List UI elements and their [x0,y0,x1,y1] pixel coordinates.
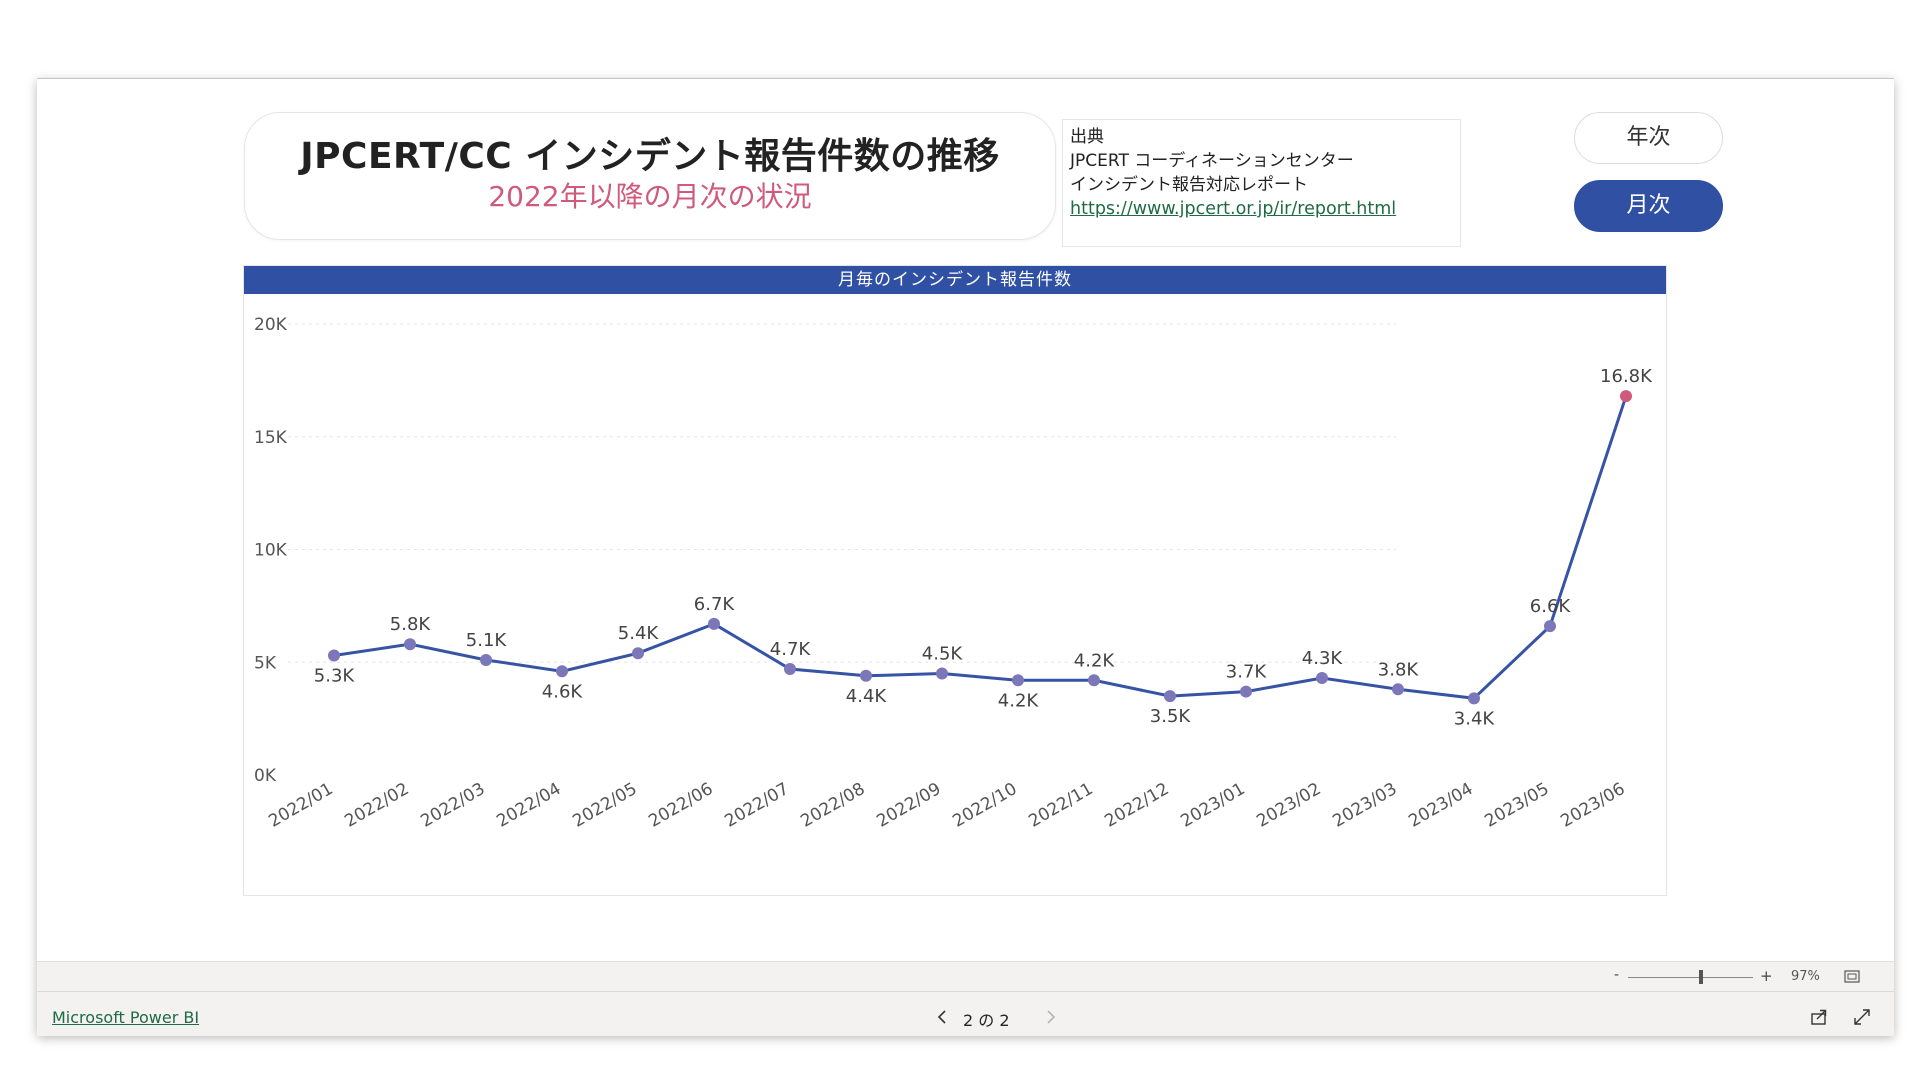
data-point [480,653,492,666]
y-tick-label: 15K [254,428,288,448]
x-tick-label: 2022/11 [1025,779,1096,832]
data-label: 4.3K [1302,648,1344,669]
data-label: 3.8K [1378,659,1420,680]
expand-icon[interactable] [1852,1007,1872,1027]
source-url-link[interactable]: https://www.jpcert.or.jp/ir/report.html [1070,199,1397,219]
data-label: 3.5K [1150,706,1192,727]
data-label: 5.3K [314,665,356,686]
data-point [404,638,416,651]
data-label: 4.4K [846,686,888,707]
data-point [860,669,872,682]
y-tick-label: 5K [254,653,277,673]
zoom-slider-track[interactable] [1628,977,1753,978]
data-label: 6.6K [1530,596,1572,617]
x-tick-label: 2023/04 [1405,779,1476,832]
x-tick-label: 2023/02 [1253,779,1324,832]
x-tick-label: 2022/09 [873,779,944,832]
zoom-slider-thumb[interactable] [1699,970,1703,984]
data-point [1012,674,1024,687]
data-point [1392,683,1404,696]
data-label: 6.7K [694,594,736,615]
data-label: 4.5K [922,644,964,665]
monthly-toggle-button[interactable]: 月次 [1574,180,1723,232]
bottom-bar: - + 97% Microsoft Power BI 2 の 2 [37,961,1894,1036]
x-tick-label: 2022/03 [417,779,488,832]
powerbi-link[interactable]: Microsoft Power BI [52,1008,200,1027]
data-label: 4.2K [1074,650,1116,671]
x-tick-label: 2022/05 [569,779,640,832]
data-point [1240,685,1252,698]
data-label: 5.4K [618,623,660,644]
chevron-left-icon[interactable] [932,1007,952,1027]
data-point [784,663,796,676]
data-label: 16.8K [1600,366,1653,387]
report-title: JPCERT/CC インシデント報告件数の推移 [300,136,1000,177]
data-label: 3.4K [1454,708,1496,729]
zoom-row: - + 97% [37,962,1894,992]
data-label: 3.7K [1226,662,1268,683]
x-tick-label: 2022/06 [645,779,716,832]
zoom-level: 97% [1791,969,1820,984]
data-point [632,647,644,660]
x-tick-label: 2022/08 [797,779,868,832]
x-tick-label: 2022/04 [493,779,564,832]
chevron-right-icon[interactable] [1041,1007,1061,1027]
data-label: 4.7K [770,639,812,660]
x-tick-label: 2023/01 [1177,779,1248,832]
data-point [556,665,568,678]
data-point [1316,672,1328,685]
report-frame: JPCERT/CC インシデント報告件数の推移 2022年以降の月次の状況 出典… [37,78,1894,1036]
data-label: 5.8K [390,614,432,635]
x-tick-label: 2022/02 [341,779,412,832]
source-org: JPCERT コーディネーションセンター [1070,151,1354,171]
data-point [1468,692,1480,705]
x-tick-label: 2022/10 [949,779,1020,832]
source-label: 出典 [1070,127,1104,147]
series-line [333,395,1628,700]
data-point [1544,620,1556,633]
share-icon[interactable] [1809,1007,1829,1027]
data-point [1088,674,1100,687]
data-label: 5.1K [466,630,508,651]
report-canvas: JPCERT/CC インシデント報告件数の推移 2022年以降の月次の状況 出典… [37,79,1894,961]
data-point [708,617,720,630]
x-tick-label: 2023/05 [1481,779,1552,832]
page-indicator: 2 の 2 [963,1011,1010,1030]
data-label: 4.6K [542,681,584,702]
source-card: 出典 JPCERT コーディネーションセンター インシデント報告対応レポート h… [1062,119,1461,247]
zoom-out-button[interactable]: - [1614,967,1620,983]
report-subtitle: 2022年以降の月次の状況 [488,180,812,213]
x-tick-label: 2023/03 [1329,779,1400,832]
highlight-point [1620,390,1632,403]
source-report: インシデント報告対応レポート [1070,175,1308,195]
bottom-divider [37,991,1894,992]
fit-to-page-icon[interactable] [1844,970,1860,984]
data-point [328,649,340,662]
y-tick-label: 0K [254,766,277,786]
y-tick-label: 10K [254,541,288,561]
chart-panel: 0K 5K 10K 15K 20K 2022/01 2022/02 2022/03 2022/… [243,265,1667,896]
chart-title: 月毎のインシデント報告件数 [244,266,1666,294]
data-label: 4.2K [998,690,1040,711]
title-card: JPCERT/CC インシデント報告件数の推移 2022年以降の月次の状況 [244,112,1056,240]
x-tick-label: 2023/06 [1557,779,1628,832]
data-point [936,667,948,680]
y-tick-label: 20K [254,315,288,335]
yearly-toggle-button[interactable]: 年次 [1574,112,1723,164]
zoom-in-button[interactable]: + [1760,967,1773,985]
x-tick-label: 2022/01 [265,779,336,832]
x-tick-label: 2022/12 [1101,779,1172,832]
x-tick-label: 2022/07 [721,779,792,832]
data-point [1164,690,1176,703]
